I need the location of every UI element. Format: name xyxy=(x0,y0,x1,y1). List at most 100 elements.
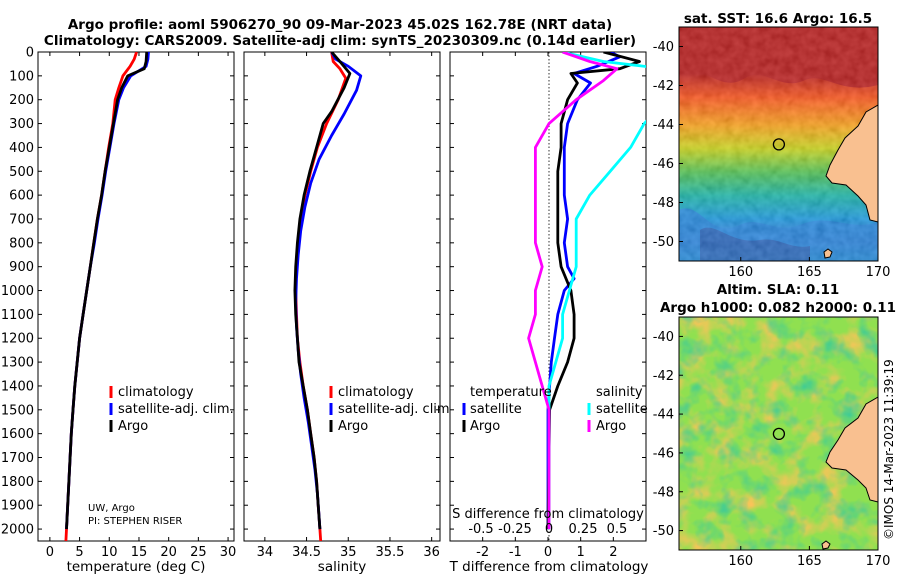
map-y-tick-label: -44 xyxy=(653,118,674,133)
x-tick-label: 36 xyxy=(423,545,440,560)
y-tick-label: 1800 xyxy=(1,475,34,490)
difference-legend: temperature satellite Argo salinity sate… xyxy=(462,385,648,434)
x-tick-label: 35.5 xyxy=(375,545,404,560)
map-x-tick-label: 160 xyxy=(728,265,753,280)
sla-field xyxy=(679,317,878,550)
map-x-tick-label: 165 xyxy=(797,554,822,569)
map-x-tick-label: 165 xyxy=(797,265,822,280)
y-tick-label: 400 xyxy=(9,141,34,156)
sla-map-title-2: Argo h1000: 0.082 h2000: 0.11 xyxy=(660,300,896,316)
map-y-tick-label: -42 xyxy=(653,79,674,94)
temperature-x-ticks: 0 5 10 15 20 25 30 xyxy=(46,52,237,560)
s-difference-tick-label: 0.5 xyxy=(607,522,628,537)
salinity-legend: climatology satellite-adj. clim. Argo xyxy=(329,385,454,434)
sla-map-title-1: Altim. SLA: 0.11 xyxy=(717,282,839,298)
figure-title-line-2: Climatology: CARS2009. Satellite-adj cli… xyxy=(44,33,636,49)
map-y-tick-label: -48 xyxy=(653,196,674,211)
sla-map-frame xyxy=(678,316,879,551)
legend-satellite-label: satellite-adj. clim. xyxy=(118,402,234,417)
sst-land-island xyxy=(823,248,833,259)
map-y-tick-label: -40 xyxy=(653,40,674,55)
series-line-t-argo xyxy=(546,52,641,530)
imos-watermark: ©IMOS 14-Mar-2023 11:39:19 xyxy=(882,359,896,540)
x-tick-label: 34 xyxy=(257,545,274,560)
x-tick-label: 35 xyxy=(340,545,357,560)
x-tick-label: 10 xyxy=(101,545,118,560)
x-tick-label: 1 xyxy=(577,545,585,560)
salinity-y-tick-marks xyxy=(244,51,440,530)
salinity-x-label: salinity xyxy=(318,559,366,575)
y-tick-label: 300 xyxy=(9,117,34,132)
y-tick-label: 0 xyxy=(26,46,34,61)
difference-panel: -2 -1 0 1 2 S difference from climatology -0… xyxy=(449,51,649,575)
t-difference-x-label: T difference from climatology xyxy=(449,559,649,575)
x-tick-label: 5 xyxy=(75,545,83,560)
legend-t-argo-label: Argo xyxy=(470,419,500,434)
y-tick-label: 500 xyxy=(9,165,34,180)
legend-climatology-label: climatology xyxy=(338,385,414,400)
sst-map-panel: sat. SST: 16.6 Argo: 16.5 160 165 170 -40 -… xyxy=(653,11,891,280)
x-tick-label: 34.5 xyxy=(292,545,321,560)
legend-t-satellite-label: satellite xyxy=(470,402,522,417)
sla-land-new-zealand xyxy=(825,396,878,503)
x-tick-label: 0 xyxy=(46,545,54,560)
legend-salinity-title: salinity xyxy=(596,385,643,400)
figure-title-line-1: Argo profile: aoml 5906270_90 09-Mar-202… xyxy=(68,17,612,33)
sst-land-new-zealand xyxy=(825,104,878,223)
map-y-tick-label: -46 xyxy=(653,446,674,461)
sst-map-frame xyxy=(678,26,879,262)
y-tick-label: 200 xyxy=(9,93,34,108)
map-y-tick-label: -40 xyxy=(653,330,674,345)
series-line-s-argo xyxy=(527,52,619,530)
temperature-x-label: temperature (deg C) xyxy=(67,559,206,575)
legend-climatology-label: climatology xyxy=(118,385,194,400)
y-tick-label: 100 xyxy=(9,69,34,84)
legend-satellite-label: satellite-adj. clim. xyxy=(338,402,454,417)
y-tick-label: 1100 xyxy=(1,308,34,323)
y-tick-label: 1700 xyxy=(1,451,34,466)
credit-owner: UW, Argo xyxy=(88,503,135,514)
x-tick-label: 2 xyxy=(609,545,617,560)
sla-map-x-ticks: 160 165 170 xyxy=(728,546,890,569)
salinity-axes-frame xyxy=(243,51,441,542)
y-tick-label: 1900 xyxy=(1,499,34,514)
y-tick-label: 1500 xyxy=(1,403,34,418)
legend-argo-label: Argo xyxy=(118,419,148,434)
y-tick-label: 2000 xyxy=(1,523,34,538)
x-tick-label: -2 xyxy=(476,545,489,560)
y-tick-label: 1300 xyxy=(1,356,34,371)
sla-land-island xyxy=(821,540,831,550)
map-y-tick-label: -46 xyxy=(653,157,674,172)
legend-s-argo-label: Argo xyxy=(596,419,626,434)
x-tick-label: 25 xyxy=(190,545,207,560)
map-x-tick-label: 160 xyxy=(728,554,753,569)
y-tick-label: 700 xyxy=(9,212,34,227)
s-difference-tick-label: -0.25 xyxy=(498,522,532,537)
map-y-tick-label: -50 xyxy=(653,524,674,539)
y-tick-label: 1600 xyxy=(1,427,34,442)
sst-field xyxy=(679,27,878,261)
y-tick-label: 800 xyxy=(9,236,34,251)
argo-float-marker xyxy=(772,138,786,151)
x-tick-label: 20 xyxy=(160,545,177,560)
map-y-tick-label: -44 xyxy=(653,408,674,423)
series-line-t-satellite xyxy=(546,52,622,530)
sla-map-y-ticks: -40 -42 -44 -46 -48 -50 xyxy=(653,330,683,539)
temperature-lines xyxy=(64,52,150,541)
y-tick-label: 900 xyxy=(9,260,34,275)
map-x-tick-label: 170 xyxy=(866,554,891,569)
map-y-tick-label: -48 xyxy=(653,485,674,500)
sst-map-title: sat. SST: 16.6 Argo: 16.5 xyxy=(684,11,872,27)
x-tick-label: -1 xyxy=(509,545,522,560)
s-difference-tick-label: 0.25 xyxy=(569,522,598,537)
legend-argo-label: Argo xyxy=(338,419,368,434)
s-difference-tick-label: 0 xyxy=(545,522,553,537)
y-tick-label: 600 xyxy=(9,189,34,204)
x-tick-label: 30 xyxy=(220,545,237,560)
x-tick-label: 0 xyxy=(544,545,552,560)
salinity-x-ticks: 34 34.5 35 35.5 36 xyxy=(257,52,440,560)
sla-map-panel: Altim. SLA: 0.11 Argo h1000: 0.082 h2000… xyxy=(653,282,896,569)
series-line-argo xyxy=(65,52,149,530)
map-x-tick-label: 170 xyxy=(866,265,891,280)
